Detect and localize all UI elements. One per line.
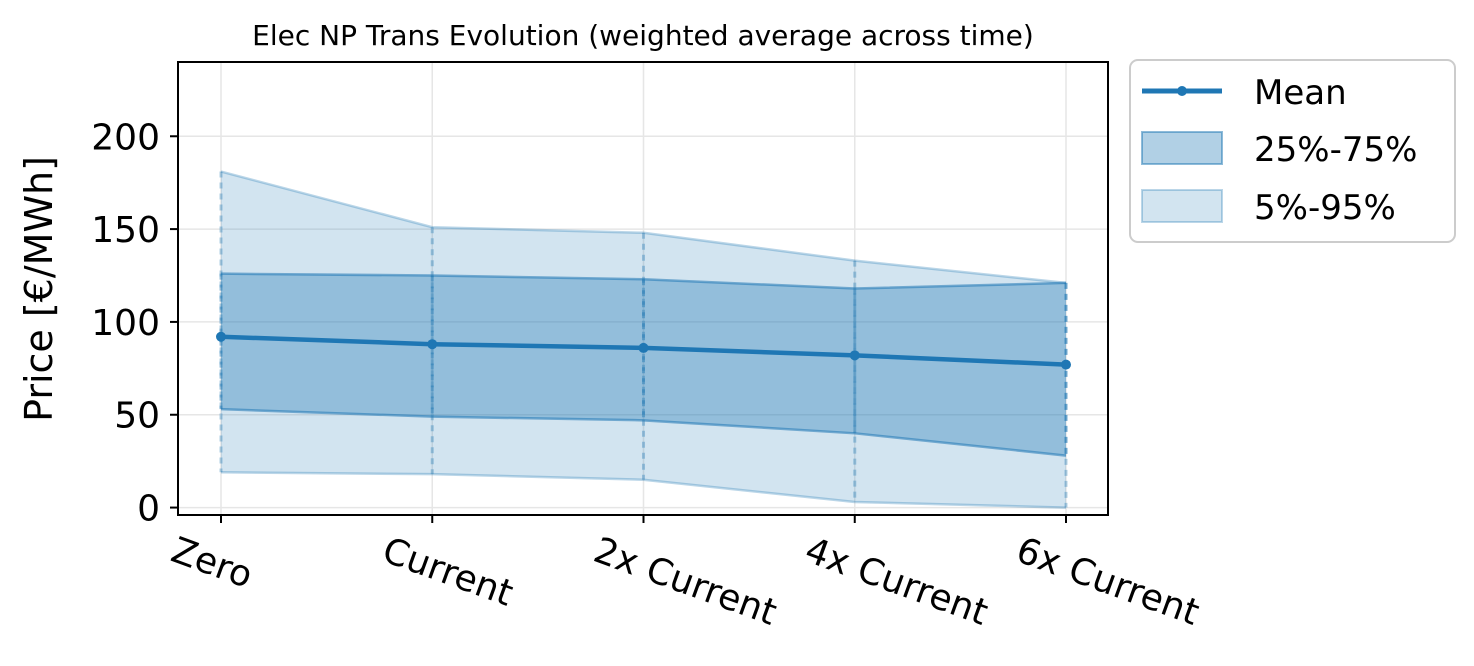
band-upper-edge bbox=[220, 170, 1067, 285]
band-upper-edge bbox=[220, 272, 1067, 290]
legend: Mean 25%-75% 5%-95% bbox=[1129, 59, 1456, 243]
chart-title: Elec NP Trans Evolution (weighted averag… bbox=[252, 19, 1034, 52]
legend-swatch-iqr bbox=[1141, 131, 1223, 165]
y-tick-label: 50 bbox=[114, 396, 160, 437]
legend-label-90: 5%-95% bbox=[1254, 188, 1396, 228]
x-tick-label: 2x Current bbox=[588, 530, 781, 634]
x-tick-label: Current bbox=[377, 530, 518, 615]
data-point bbox=[638, 342, 649, 353]
x-tick-label: 4x Current bbox=[800, 530, 993, 634]
data-point bbox=[427, 339, 438, 350]
legend-label-mean: Mean bbox=[1254, 73, 1347, 113]
grid bbox=[178, 62, 1108, 515]
band-lower-edge bbox=[220, 407, 1067, 457]
band-iqr bbox=[221, 273, 1066, 456]
legend-marker-mean bbox=[1177, 86, 1187, 96]
y-axis-ticks: 0 50 100 150 200 bbox=[91, 117, 178, 530]
x-axis-ticks: Zero Current 2x Current 4x Current 6x Curren… bbox=[166, 515, 1204, 634]
legend-label-iqr: 25%-75% bbox=[1254, 130, 1417, 170]
bands bbox=[220, 170, 1067, 509]
legend-swatch-90 bbox=[1141, 189, 1223, 223]
x-tick-label: Zero bbox=[166, 530, 258, 597]
band-lower-edge bbox=[220, 471, 1067, 509]
y-tick-label: 100 bbox=[91, 303, 160, 344]
data-point bbox=[1061, 359, 1071, 370]
x-tick-label: 6x Current bbox=[1011, 530, 1204, 634]
data-point bbox=[849, 350, 860, 361]
data-point bbox=[216, 331, 226, 342]
y-tick-label: 200 bbox=[91, 117, 160, 158]
y-tick-label: 150 bbox=[91, 210, 160, 251]
band-p5-p95 bbox=[221, 171, 1066, 508]
legend-box bbox=[1129, 59, 1456, 243]
mean-series bbox=[216, 331, 1071, 370]
y-axis-label: Price [€/MWh] bbox=[17, 156, 61, 422]
y-tick-label: 0 bbox=[137, 489, 160, 530]
